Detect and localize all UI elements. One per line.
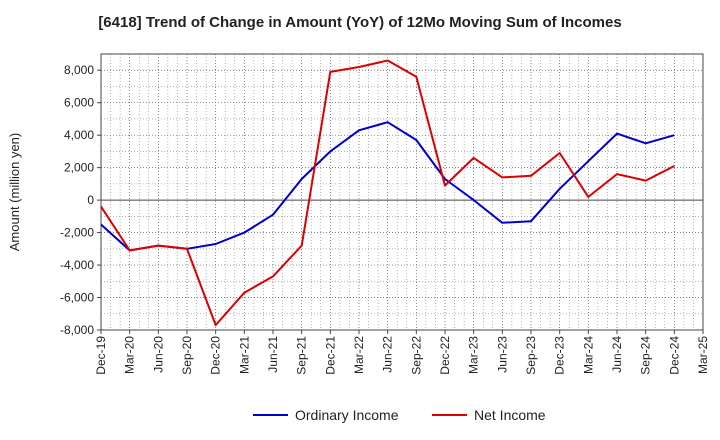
x-tick-label: Jun-23 bbox=[495, 336, 509, 373]
y-tick-label: -8,000 bbox=[60, 323, 94, 337]
y-tick-label: 6,000 bbox=[64, 96, 94, 110]
y-axis-label: Amount (million yen) bbox=[7, 133, 22, 252]
x-tick-label: Dec-22 bbox=[438, 336, 452, 375]
series-line bbox=[100, 121, 675, 252]
x-tick-label: Sep-23 bbox=[524, 336, 538, 375]
y-tick-label: 8,000 bbox=[64, 63, 94, 77]
x-tick-label: Sep-20 bbox=[180, 336, 194, 375]
legend-layer: Ordinary Income Net Income bbox=[253, 407, 546, 423]
x-tick-label: Jun-20 bbox=[151, 336, 165, 373]
axis-layer: -8,000 -6,000 -4,000 -2,000 0 2,000 4,000 6,000… bbox=[7, 53, 710, 375]
y-tick-label: -2,000 bbox=[60, 226, 94, 240]
x-tick-label: Dec-24 bbox=[667, 336, 681, 375]
legend-label: Net Income bbox=[474, 407, 546, 423]
x-tick-label: Dec-20 bbox=[209, 336, 223, 375]
x-tick-label: Sep-24 bbox=[639, 336, 653, 375]
x-tick-label: Mar-21 bbox=[237, 336, 251, 374]
chart-title: [6418] Trend of Change in Amount (YoY) o… bbox=[98, 14, 622, 31]
x-tick-label: Sep-21 bbox=[295, 336, 309, 375]
y-tick-label: -4,000 bbox=[60, 258, 94, 272]
y-tick-label: 0 bbox=[87, 193, 94, 207]
x-tick-label: Mar-24 bbox=[581, 336, 595, 374]
series-line bbox=[100, 59, 675, 327]
x-tick-label: Mar-23 bbox=[467, 336, 481, 374]
y-tick-label: 4,000 bbox=[64, 128, 94, 142]
x-tick-label: Jun-21 bbox=[266, 336, 280, 373]
legend-label: Ordinary Income bbox=[295, 407, 399, 423]
series-layer bbox=[100, 59, 675, 327]
x-tick-label: Jun-22 bbox=[381, 336, 395, 373]
plot-area bbox=[101, 54, 703, 330]
plot-border bbox=[100, 53, 704, 331]
x-tick-label: Mar-22 bbox=[352, 336, 366, 374]
x-tick-label: Mar-20 bbox=[123, 336, 137, 374]
y-tick-label: -6,000 bbox=[60, 291, 94, 305]
x-tick-label: Dec-23 bbox=[553, 336, 567, 375]
x-tick-label: Mar-25 bbox=[696, 336, 710, 374]
x-tick-label: Dec-19 bbox=[94, 336, 108, 375]
x-tick-label: Jun-24 bbox=[610, 336, 624, 373]
x-tick-label: Dec-21 bbox=[323, 336, 337, 375]
y-tick-label: 2,000 bbox=[64, 161, 94, 175]
grid-layer bbox=[100, 54, 704, 331]
x-tick-label: Sep-22 bbox=[409, 336, 423, 375]
